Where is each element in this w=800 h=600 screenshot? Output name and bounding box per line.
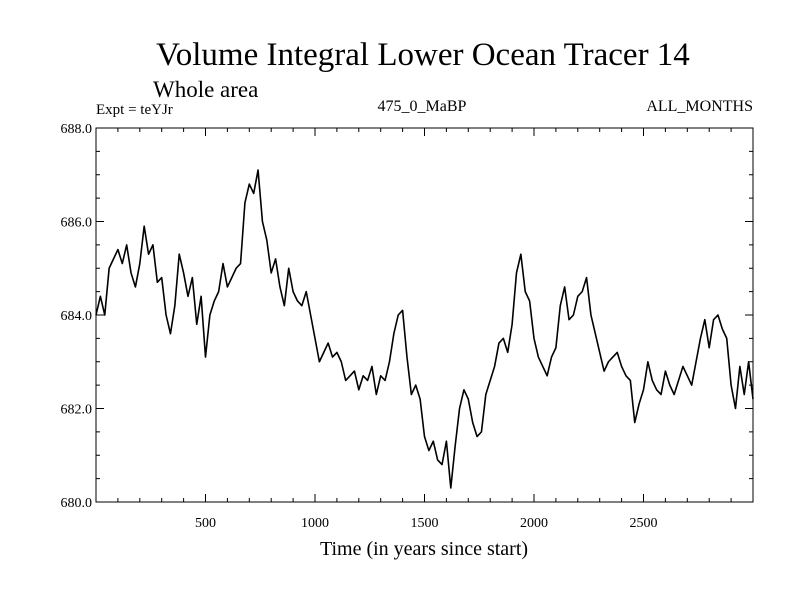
chart-subtitle: Whole area (153, 77, 258, 102)
series-line-0 (95, 169, 754, 489)
x-tick-label: 500 (195, 516, 216, 531)
y-tick-label: 688.0 (61, 122, 93, 137)
y-tick-label: 680.0 (61, 496, 93, 511)
x-axis: 500 1000 1500 2000 2500 (117, 128, 732, 531)
y-tick-label: 686.0 (61, 216, 93, 231)
x-tick-label: 1500 (411, 516, 439, 531)
x-axis-label: Time (in years since start) (320, 538, 528, 560)
plot-frame (95, 127, 754, 503)
expt-label: Expt = teYJr (96, 102, 173, 118)
plot-area (95, 169, 754, 489)
x-tick-label: 2500 (630, 516, 658, 531)
run-label: 475_0_MaBP (378, 98, 467, 115)
y-tick-label: 684.0 (61, 309, 93, 324)
x-tick-label: 2000 (520, 516, 548, 531)
y-tick-label: 682.0 (61, 403, 93, 418)
chart-title: Volume Integral Lower Ocean Tracer 14 (156, 37, 690, 73)
x-tick-label: 1000 (301, 516, 329, 531)
y-axis: 680.0 682.0 684.0 686.0 688.0 (61, 122, 753, 511)
months-label: ALL_MONTHS (646, 98, 753, 115)
